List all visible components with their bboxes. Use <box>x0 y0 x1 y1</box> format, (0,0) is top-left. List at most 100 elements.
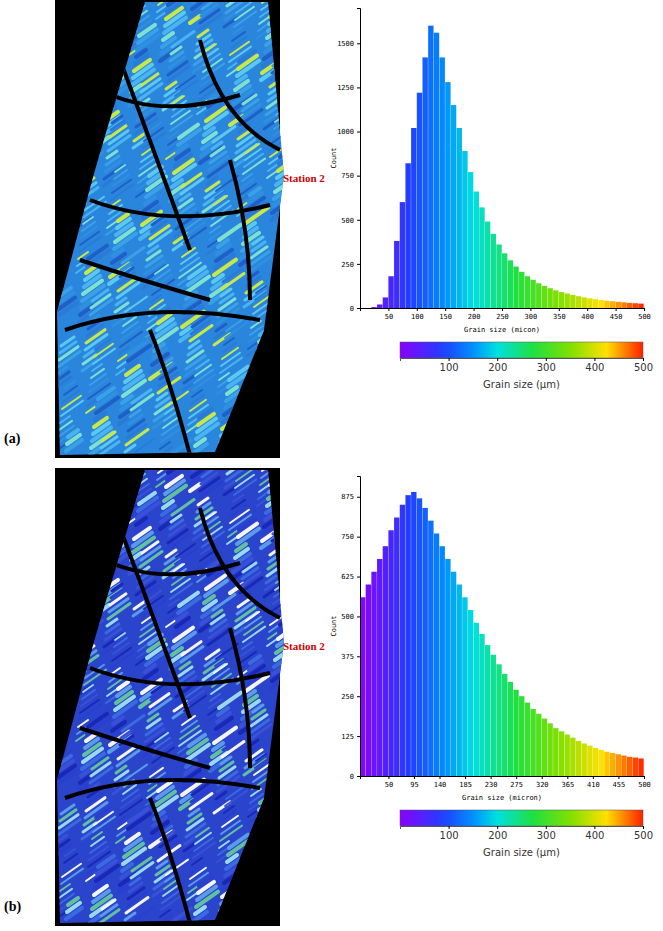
map-texture <box>76 592 89 601</box>
map-texture <box>254 296 270 307</box>
colorbar-tick-label: 500 <box>634 830 653 841</box>
map-texture <box>179 125 198 138</box>
bars <box>371 26 643 308</box>
colorbar <box>400 342 643 358</box>
map-texture <box>71 159 84 168</box>
x-tick-group: 365 <box>561 776 574 789</box>
map-texture <box>279 757 301 772</box>
map-texture <box>79 173 92 182</box>
map-texture <box>176 544 195 557</box>
map-texture <box>75 55 97 70</box>
map-texture <box>256 754 266 761</box>
histogram-bar <box>559 731 564 776</box>
map-texture <box>74 134 93 147</box>
map-texture <box>104 28 120 39</box>
x-tick-group: 350 <box>553 308 566 321</box>
histogram-bar <box>599 300 604 308</box>
map-texture <box>134 454 156 469</box>
histogram-bar <box>587 298 592 308</box>
map-texture <box>283 333 302 346</box>
histogram-bar <box>451 105 456 308</box>
map-texture <box>256 818 275 831</box>
map-texture <box>83 685 93 692</box>
x-tick-label: 200 <box>468 313 481 321</box>
map-texture <box>189 735 205 746</box>
map-texture <box>171 111 190 124</box>
histogram-bar <box>479 634 484 776</box>
map-crack <box>65 780 260 798</box>
map-texture <box>283 195 299 206</box>
figure: Station 2(a)0250500750100012501500501001… <box>0 0 663 931</box>
map-texture <box>224 338 234 345</box>
map-texture <box>262 458 281 471</box>
histogram-bar <box>371 572 376 776</box>
map-texture <box>251 385 270 398</box>
map-texture <box>75 671 85 678</box>
y-tick-group: 875 <box>341 493 360 501</box>
map-texture <box>282 742 295 751</box>
map-texture <box>277 777 290 786</box>
map-texture <box>283 269 293 276</box>
x-tick <box>388 776 389 779</box>
histogram-bar <box>371 307 376 308</box>
map-texture <box>236 470 252 481</box>
map-texture <box>266 886 288 901</box>
map-texture <box>92 364 102 371</box>
map-texture <box>132 474 145 483</box>
histogram-bar <box>366 585 371 776</box>
map-texture <box>135 907 154 920</box>
map-texture <box>274 590 284 597</box>
histogram-bar <box>593 299 598 308</box>
y-axis-line <box>357 477 361 777</box>
bars <box>360 492 644 776</box>
map-texture <box>76 124 89 133</box>
map-texture <box>58 288 71 297</box>
map-texture <box>80 700 99 713</box>
map-texture <box>221 353 240 366</box>
map-texture <box>232 884 251 897</box>
map-texture <box>262 384 272 391</box>
map-texture <box>100 58 113 67</box>
y-tick <box>357 497 360 498</box>
map-fill <box>55 468 285 926</box>
colorbar-tick-group: 100 <box>440 358 459 373</box>
map-texture <box>94 492 116 507</box>
x-tick-group: 450 <box>610 308 623 321</box>
x-tick-label: 50 <box>385 313 393 321</box>
map-texture <box>254 838 264 845</box>
map-texture <box>68 36 87 49</box>
map-texture <box>99 137 109 144</box>
map-texture <box>286 318 296 325</box>
map-texture <box>254 902 273 915</box>
map-texture <box>251 853 270 866</box>
map-texture <box>256 350 275 363</box>
map-texture <box>63 539 82 552</box>
map-crack <box>65 312 260 330</box>
x-tick-group: 100 <box>411 308 424 321</box>
map-texture <box>73 139 95 154</box>
map-texture <box>186 218 202 229</box>
colorbar-tick-label: 100 <box>440 362 459 373</box>
y-tick <box>357 616 360 617</box>
map-texture <box>285 791 298 800</box>
map-texture <box>209 561 219 568</box>
map-texture <box>97 73 119 88</box>
map-texture <box>163 417 179 428</box>
map-texture <box>103 33 122 46</box>
x-tick-group: 300 <box>525 308 538 321</box>
map-texture <box>229 367 248 380</box>
x-tick-label: 350 <box>553 313 566 321</box>
map-texture <box>277 309 290 318</box>
x-axis-line <box>361 777 645 780</box>
map-texture <box>229 835 248 848</box>
map-texture <box>80 168 90 175</box>
map-texture <box>213 669 229 680</box>
map-texture <box>142 616 152 623</box>
map-texture <box>69 637 88 650</box>
map-texture <box>233 879 249 890</box>
map-texture <box>123 465 139 476</box>
histogram-bar <box>491 655 496 776</box>
histogram-bar <box>513 267 518 308</box>
y-tick <box>357 87 360 88</box>
map-texture <box>165 875 175 882</box>
